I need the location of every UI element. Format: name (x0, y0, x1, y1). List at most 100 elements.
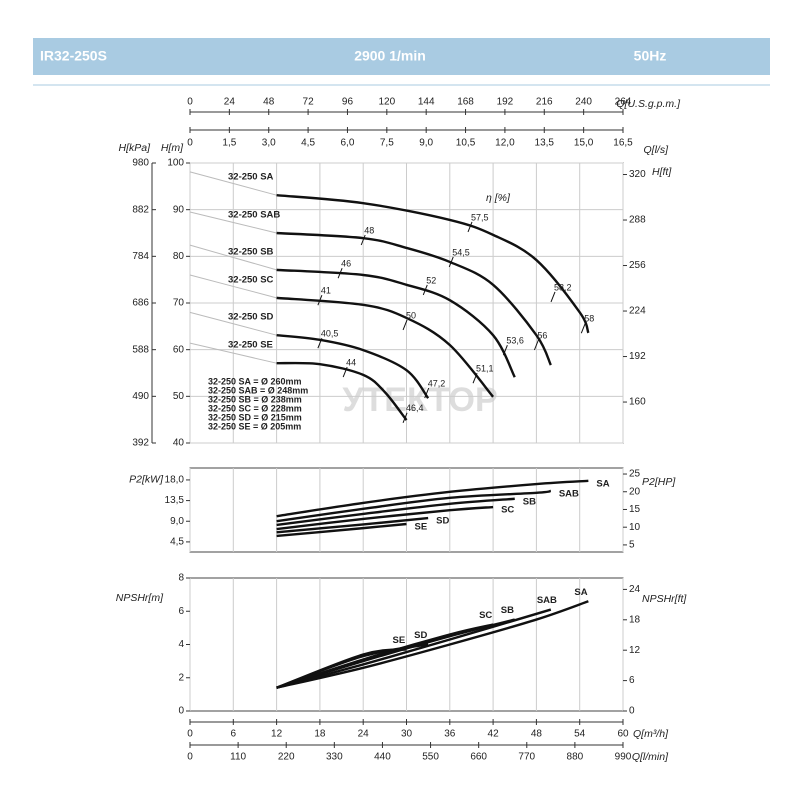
y-tick-label: 4,5 (170, 537, 184, 548)
flow-tick-label: 330 (326, 752, 343, 763)
curve-label: 32-250 SD (228, 312, 274, 323)
y2-axis-label: NPSHr[ft] (642, 593, 687, 605)
efficiency-mark (317, 295, 323, 306)
y-tick-label: 40 (173, 438, 185, 449)
curve-label: 32-250 SA (228, 172, 274, 183)
flow-tick-label: 660 (470, 752, 487, 763)
curve-label: SC (501, 505, 514, 516)
efficiency-label: 41 (321, 286, 331, 296)
flow-tick-label: 36 (444, 729, 456, 740)
curve (189, 311, 277, 336)
flow-tick-label: 240 (575, 97, 592, 108)
efficiency-label: 53,6 (506, 336, 524, 346)
y2-axis-label: P2[HP] (642, 476, 676, 488)
y-tick-label: 70 (173, 298, 185, 309)
efficiency-label: 40,5 (321, 329, 339, 339)
y-tick-label: 100 (167, 158, 184, 169)
flow-tick-label: 192 (497, 97, 514, 108)
y-tick-label: 6 (178, 606, 184, 617)
flow-tick-label: 12,0 (495, 138, 515, 149)
flow-tick-label: 0 (187, 729, 193, 740)
efficiency-mark (360, 234, 366, 246)
y3-tick-label: 392 (132, 438, 149, 449)
flow-tick-label: 0 (187, 752, 193, 763)
diameter-legend: 32-250 SD = Ø 215mm (208, 412, 302, 422)
flow-tick-label: 9,0 (419, 138, 433, 149)
curve (189, 211, 277, 234)
flow-tick-label: 48 (531, 729, 543, 740)
diameter-legend: 32-250 SC = Ø 228mm (208, 403, 302, 413)
flow-tick-label: 216 (536, 97, 553, 108)
diameter-legend: 32-250 SAB = Ø 248mm (208, 385, 308, 395)
y-axis-label: NPSHr[m] (116, 592, 164, 604)
efficiency-mark (422, 284, 428, 296)
flow-tick-label: 12 (271, 729, 283, 740)
y3-tick-label: 588 (132, 344, 149, 355)
y-tick-label: 4 (178, 639, 184, 650)
y-tick-label: 90 (173, 204, 185, 215)
flow-axis-label: Q[l/s] (643, 144, 669, 156)
flow-tick-label: 990 (615, 752, 632, 763)
diameter-legend: 32-250 SA = Ø 260mm (208, 376, 301, 386)
curve-label: SB (523, 496, 536, 507)
curve-label: SD (436, 516, 449, 527)
curve (276, 505, 494, 531)
efficiency-mark (402, 319, 408, 331)
diameter-legend: 32-250 SE = Ø 205mm (208, 421, 301, 431)
y-tick-label: 8 (178, 573, 184, 584)
efficiency-mark (337, 267, 343, 279)
y2-tick-label: 288 (629, 215, 646, 226)
efficiency-label: 54,5 (452, 247, 470, 257)
y-tick-label: 60 (173, 344, 185, 355)
flow-tick-label: 6,0 (341, 138, 355, 149)
flow-tick-label: 54 (574, 729, 586, 740)
flow-tick-label: 770 (518, 752, 535, 763)
flow-tick-label: 18 (314, 729, 326, 740)
curve-label: 32-250 SB (228, 246, 274, 257)
flow-tick-label: 0 (187, 138, 193, 149)
efficiency-mark (472, 372, 478, 384)
curve (276, 231, 552, 366)
flow-tick-label: 72 (303, 97, 315, 108)
curve (276, 361, 408, 421)
y-tick-label: 0 (178, 706, 184, 717)
efficiency-mark (402, 412, 408, 423)
header-bar (33, 38, 770, 75)
y-tick-label: 80 (173, 251, 185, 262)
curve-label: 32-250 SAB (228, 210, 280, 221)
efficiency-mark (317, 337, 323, 349)
flow-tick-label: 13,5 (535, 138, 555, 149)
y2-tick-label: 192 (629, 351, 646, 362)
curve (276, 479, 589, 518)
curve (276, 489, 552, 523)
curve-label: SE (393, 635, 406, 646)
y3-tick-label: 784 (132, 251, 149, 262)
flow-axis-label: Q[m³/h] (633, 728, 669, 740)
curve-label: SD (414, 630, 427, 641)
efficiency-title: η [%] (486, 192, 511, 204)
flow-tick-label: 144 (418, 97, 435, 108)
efficiency-mark (424, 387, 430, 399)
flow-tick-label: 220 (278, 752, 295, 763)
y2-tick-label: 10 (629, 522, 641, 533)
flow-tick-label: 42 (488, 729, 500, 740)
y2-tick-label: 18 (629, 614, 641, 625)
y3-tick-label: 882 (132, 204, 149, 215)
y2-tick-label: 224 (629, 306, 646, 317)
y2-tick-label: 256 (629, 260, 646, 271)
efficiency-label: 57,5 (471, 212, 489, 222)
efficiency-label: 52 (426, 275, 436, 285)
flow-tick-label: 880 (567, 752, 584, 763)
y3-tick-label: 980 (132, 158, 149, 169)
curve-label: SB (501, 605, 514, 616)
flow-axis-label: Q[l/min] (632, 751, 669, 763)
flow-tick-label: 96 (342, 97, 354, 108)
flow-tick-label: 48 (263, 97, 275, 108)
efficiency-label: 48 (364, 225, 374, 235)
y2-tick-label: 160 (629, 397, 646, 408)
y2-tick-label: 5 (629, 540, 635, 551)
efficiency-label: 47,2 (428, 378, 446, 388)
y2-tick-label: 320 (629, 169, 646, 180)
y2-tick-label: 24 (629, 584, 641, 595)
